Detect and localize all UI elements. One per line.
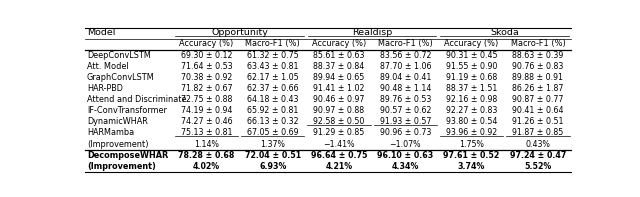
Text: 89.76 ± 0.53: 89.76 ± 0.53 (380, 95, 431, 104)
Text: Macro-F1 (%): Macro-F1 (%) (511, 39, 565, 48)
Text: 89.04 ± 0.41: 89.04 ± 0.41 (380, 73, 431, 82)
Text: 89.94 ± 0.65: 89.94 ± 0.65 (314, 73, 365, 82)
Text: 61.32 ± 0.75: 61.32 ± 0.75 (247, 51, 298, 60)
Text: 97.61 ± 0.52: 97.61 ± 0.52 (444, 151, 500, 160)
Text: 91.41 ± 1.02: 91.41 ± 1.02 (313, 84, 365, 93)
Text: Accuracy (%): Accuracy (%) (179, 39, 234, 48)
Text: 74.19 ± 0.94: 74.19 ± 0.94 (180, 106, 232, 115)
Text: 92.27 ± 0.83: 92.27 ± 0.83 (446, 106, 497, 115)
Text: 90.96 ± 0.73: 90.96 ± 0.73 (380, 128, 431, 138)
Text: DecomposeWHAR: DecomposeWHAR (87, 151, 168, 160)
Text: 70.38 ± 0.92: 70.38 ± 0.92 (180, 73, 232, 82)
Text: 4.21%: 4.21% (325, 162, 353, 171)
Text: 97.24 ± 0.47: 97.24 ± 0.47 (509, 151, 566, 160)
Text: HAR-PBD: HAR-PBD (87, 84, 123, 93)
Text: 85.61 ± 0.63: 85.61 ± 0.63 (313, 51, 365, 60)
Text: 1.37%: 1.37% (260, 139, 285, 149)
Text: IF-ConvTransformer: IF-ConvTransformer (87, 106, 167, 115)
Text: 83.56 ± 0.72: 83.56 ± 0.72 (380, 51, 431, 60)
Text: Attend and Discriminate: Attend and Discriminate (87, 95, 186, 104)
Text: DeepConvLSTM: DeepConvLSTM (87, 51, 151, 60)
Text: Macro-F1 (%): Macro-F1 (%) (245, 39, 300, 48)
Text: 92.16 ± 0.98: 92.16 ± 0.98 (446, 95, 497, 104)
Text: 86.26 ± 1.87: 86.26 ± 1.87 (512, 84, 564, 93)
Text: 90.31 ± 0.45: 90.31 ± 0.45 (446, 51, 497, 60)
Text: 74.27 ± 0.46: 74.27 ± 0.46 (180, 117, 232, 126)
Text: 4.02%: 4.02% (193, 162, 220, 171)
Text: Att. Model: Att. Model (87, 62, 129, 71)
Text: 4.34%: 4.34% (392, 162, 419, 171)
Text: (Improvement): (Improvement) (87, 162, 156, 171)
Text: 71.82 ± 0.67: 71.82 ± 0.67 (180, 84, 232, 93)
Text: 75.13 ± 0.81: 75.13 ± 0.81 (180, 128, 232, 138)
Text: 1.75%: 1.75% (459, 139, 484, 149)
Text: 67.05 ± 0.69: 67.05 ± 0.69 (247, 128, 298, 138)
Text: 78.28 ± 0.68: 78.28 ± 0.68 (178, 151, 235, 160)
Text: 63.43 ± 0.81: 63.43 ± 0.81 (247, 62, 298, 71)
Text: 90.97 ± 0.88: 90.97 ± 0.88 (314, 106, 365, 115)
Text: 91.26 ± 0.51: 91.26 ± 0.51 (512, 117, 564, 126)
Text: 87.70 ± 1.06: 87.70 ± 1.06 (380, 62, 431, 71)
Text: 96.10 ± 0.63: 96.10 ± 0.63 (377, 151, 433, 160)
Text: HARMamba: HARMamba (87, 128, 134, 138)
Text: Model: Model (87, 28, 115, 37)
Text: 88.63 ± 0.39: 88.63 ± 0.39 (512, 51, 563, 60)
Text: 5.52%: 5.52% (524, 162, 552, 171)
Text: 91.87 ± 0.85: 91.87 ± 0.85 (512, 128, 563, 138)
Text: GraphConvLSTM: GraphConvLSTM (87, 73, 155, 82)
Text: 62.37 ± 0.66: 62.37 ± 0.66 (247, 84, 298, 93)
Text: 69.30 ± 0.12: 69.30 ± 0.12 (180, 51, 232, 60)
Text: 65.92 ± 0.81: 65.92 ± 0.81 (247, 106, 298, 115)
Text: 93.80 ± 0.54: 93.80 ± 0.54 (446, 117, 497, 126)
Text: 62.17 ± 1.05: 62.17 ± 1.05 (247, 73, 298, 82)
Text: 3.74%: 3.74% (458, 162, 485, 171)
Text: (Improvement): (Improvement) (87, 139, 148, 149)
Text: 91.29 ± 0.85: 91.29 ± 0.85 (314, 128, 365, 138)
Text: 72.04 ± 0.51: 72.04 ± 0.51 (244, 151, 301, 160)
Text: 93.96 ± 0.92: 93.96 ± 0.92 (446, 128, 497, 138)
Text: −1.07%: −1.07% (390, 139, 421, 149)
Text: 0.43%: 0.43% (525, 139, 550, 149)
Text: 90.57 ± 0.62: 90.57 ± 0.62 (380, 106, 431, 115)
Text: 1.14%: 1.14% (194, 139, 219, 149)
Text: 90.41 ± 0.64: 90.41 ± 0.64 (512, 106, 564, 115)
Text: 91.93 ± 0.57: 91.93 ± 0.57 (380, 117, 431, 126)
Text: Accuracy (%): Accuracy (%) (312, 39, 366, 48)
Text: 88.37 ± 1.51: 88.37 ± 1.51 (446, 84, 497, 93)
Text: 64.18 ± 0.43: 64.18 ± 0.43 (247, 95, 298, 104)
Text: −1.41%: −1.41% (323, 139, 355, 149)
Text: 89.88 ± 0.91: 89.88 ± 0.91 (513, 73, 563, 82)
Text: 90.76 ± 0.83: 90.76 ± 0.83 (512, 62, 564, 71)
Text: 88.37 ± 0.84: 88.37 ± 0.84 (314, 62, 365, 71)
Text: 90.48 ± 1.14: 90.48 ± 1.14 (380, 84, 431, 93)
Text: 6.93%: 6.93% (259, 162, 286, 171)
Text: 91.55 ± 0.90: 91.55 ± 0.90 (446, 62, 497, 71)
Text: Accuracy (%): Accuracy (%) (444, 39, 499, 48)
Text: 72.75 ± 0.88: 72.75 ± 0.88 (180, 95, 232, 104)
Text: 96.64 ± 0.75: 96.64 ± 0.75 (311, 151, 367, 160)
Text: 90.87 ± 0.77: 90.87 ± 0.77 (512, 95, 564, 104)
Text: Opportunity: Opportunity (211, 28, 268, 37)
Text: 92.58 ± 0.50: 92.58 ± 0.50 (314, 117, 365, 126)
Text: 91.19 ± 0.68: 91.19 ± 0.68 (446, 73, 497, 82)
Text: Realdisp: Realdisp (352, 28, 392, 37)
Text: Macro-F1 (%): Macro-F1 (%) (378, 39, 433, 48)
Text: Skoda: Skoda (490, 28, 519, 37)
Text: DynamicWHAR: DynamicWHAR (87, 117, 148, 126)
Text: 66.13 ± 0.32: 66.13 ± 0.32 (247, 117, 298, 126)
Text: 90.46 ± 0.97: 90.46 ± 0.97 (314, 95, 365, 104)
Text: 71.64 ± 0.53: 71.64 ± 0.53 (180, 62, 232, 71)
